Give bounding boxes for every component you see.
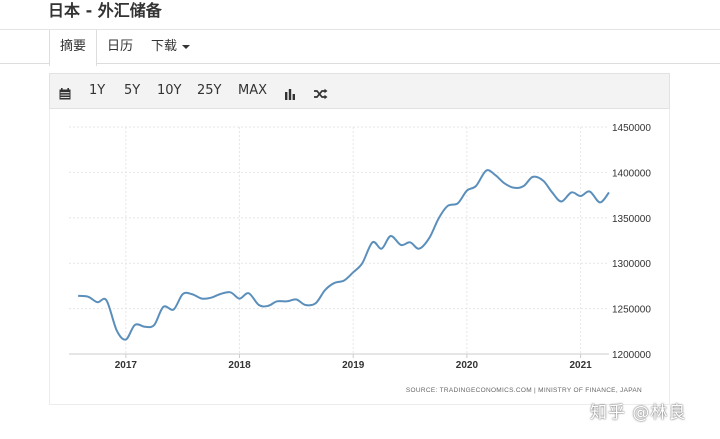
x-tick-label: 2020 [456,360,479,371]
y-tick-label: 1200000 [612,350,651,361]
range-max-button[interactable]: MAX [238,83,268,98]
line-chart: 1200000 1250000 1300000 1350000 1400000 14500… [69,123,651,394]
y-tick-label: 1350000 [612,214,651,225]
tab-download-label: 下载 [151,39,178,54]
y-tick-label: 1450000 [612,123,651,134]
page-title: 日本 - 外汇储备 [48,1,162,20]
x-tick-label: 2019 [342,360,365,371]
x-tick-label: 2018 [228,360,251,371]
source-note: SOURCE: TRADINGECONOMICS.COM | MINISTRY … [406,387,642,394]
bar-chart-icon[interactable] [284,85,296,104]
tab-bar: 摘要 日历 下载 [0,29,720,66]
chart-toolbar: 1Y 5Y 10Y 25Y MAX [49,73,670,109]
series-line [78,169,610,341]
range-10y-button[interactable]: 10Y [157,83,182,98]
watermark: 知乎 @林良 [590,403,687,423]
y-tick-label: 1300000 [612,259,651,270]
tab-calendar[interactable]: 日历 [97,30,143,65]
range-25y-button[interactable]: 25Y [197,83,222,98]
tab-summary[interactable]: 摘要 [49,30,98,66]
chevron-down-icon [182,44,191,49]
range-5y-button[interactable]: 5Y [124,83,141,98]
y-tick-label: 1400000 [612,168,651,179]
shuffle-icon[interactable] [314,85,328,104]
tab-calendar-label: 日历 [107,39,134,54]
x-tick-label: 2017 [115,360,138,371]
tab-download[interactable]: 下载 [141,30,200,65]
tab-summary-label: 摘要 [60,39,87,54]
range-1y-button[interactable]: 1Y [89,83,106,98]
y-tick-label: 1250000 [612,305,651,316]
chart-panel: 1200000 1250000 1300000 1350000 1400000 14500… [49,109,670,405]
calendar-icon[interactable] [59,85,71,104]
x-tick-label: 2021 [569,360,592,371]
